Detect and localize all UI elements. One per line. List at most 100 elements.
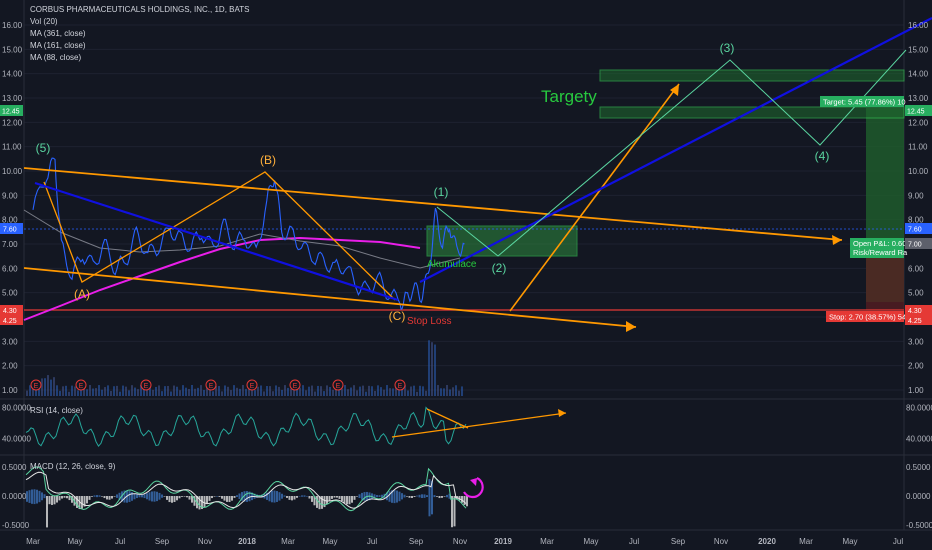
upper-channel-line[interactable] bbox=[23, 167, 843, 241]
price-tick-left: 12.00 bbox=[2, 118, 23, 127]
macd-hist-bar bbox=[133, 493, 136, 500]
volume-bar bbox=[383, 389, 385, 396]
rsi-pane-label[interactable]: RSI (14, close) bbox=[30, 406, 83, 415]
legend-ma-361[interactable]: MA (361, close) bbox=[30, 29, 86, 38]
macd-tick-left: 0.0000 bbox=[2, 492, 27, 501]
macd-hist-bar bbox=[78, 496, 81, 510]
target-info-text: Target: 5.45 (77.86%) 10 bbox=[823, 98, 906, 107]
macd-hist-bar bbox=[168, 496, 171, 503]
volume-bar bbox=[113, 386, 115, 396]
macd-hist-bar bbox=[101, 496, 103, 497]
macd-hist-bar bbox=[356, 496, 358, 497]
macd-hist-bar bbox=[148, 492, 151, 501]
macd-hist-bar bbox=[103, 496, 106, 499]
volume-bar bbox=[65, 385, 67, 396]
volume-bar bbox=[353, 385, 355, 396]
macd-hist-bar bbox=[283, 495, 286, 497]
volume-bar bbox=[83, 387, 85, 396]
macd-signal-line[interactable] bbox=[25, 471, 467, 509]
badge-left-stop2 bbox=[0, 315, 23, 325]
rsi-line[interactable] bbox=[25, 406, 467, 447]
price-tick-right: 6.00 bbox=[908, 264, 924, 273]
macd-hist-bar bbox=[68, 496, 71, 501]
legend-vol[interactable]: Vol (20) bbox=[30, 17, 58, 26]
macd-hist-bar bbox=[226, 496, 228, 502]
wave-label-c: (C) bbox=[389, 309, 406, 323]
volume-bar bbox=[230, 390, 232, 396]
macd-hist-bar bbox=[176, 496, 178, 501]
macd-hist-bar bbox=[26, 491, 28, 502]
macd-hist-bar bbox=[123, 490, 126, 503]
earnings-marker[interactable] bbox=[289, 379, 301, 391]
legend-ma-161[interactable]: MA (161, close) bbox=[30, 41, 86, 50]
ma-361-line[interactable] bbox=[23, 236, 421, 321]
legend-ma-88[interactable]: MA (88, close) bbox=[30, 53, 81, 62]
macd-hist-bar bbox=[298, 495, 301, 497]
earnings-marker[interactable] bbox=[205, 379, 217, 391]
rsi-trend-arrow-line[interactable] bbox=[391, 412, 567, 438]
stop-info-box[interactable] bbox=[826, 311, 904, 322]
pnl-info-box[interactable] bbox=[850, 238, 904, 258]
price-line[interactable] bbox=[32, 157, 465, 311]
macd-hist-bar bbox=[266, 492, 268, 500]
volume-bar bbox=[419, 385, 421, 396]
macd-pane-label[interactable]: MACD (12, 26, close, 9) bbox=[30, 462, 116, 471]
macd-hist-bar bbox=[181, 496, 183, 497]
wave3-arrow-line[interactable] bbox=[509, 83, 680, 312]
macd-curl-arrow[interactable] bbox=[463, 477, 484, 499]
rsi-divergence-line[interactable] bbox=[426, 408, 469, 429]
volume-bar bbox=[50, 379, 52, 396]
chart-title[interactable]: CORBUS PHARMACEUTICALS HOLDINGS, INC., 1… bbox=[30, 5, 249, 14]
earnings-marker[interactable] bbox=[332, 379, 344, 391]
ma-161-line[interactable] bbox=[23, 209, 461, 269]
earnings-marker[interactable] bbox=[75, 379, 87, 391]
time-axis[interactable]: Mar May Jul Sep Nov 2018 Mar May Jul Sep Nov 2019 Ma… bbox=[26, 537, 903, 546]
macd-hist-bar bbox=[416, 495, 418, 497]
target-info-box[interactable] bbox=[820, 96, 904, 107]
macd-hist-bar bbox=[311, 496, 313, 502]
volume-bar bbox=[251, 385, 253, 396]
volume-bar bbox=[302, 385, 304, 396]
macd-hist-bar bbox=[261, 494, 263, 498]
blue-trendline-lower[interactable] bbox=[34, 181, 399, 302]
earnings-marker[interactable] bbox=[30, 379, 42, 391]
earnings-marker[interactable] bbox=[246, 379, 258, 391]
time-tick: Mar bbox=[540, 537, 554, 546]
macd-hist-bar bbox=[171, 496, 173, 503]
volume-bar bbox=[248, 387, 250, 396]
macd-hist-bar bbox=[451, 496, 453, 528]
accumulation-box[interactable] bbox=[426, 225, 578, 257]
macd-hist-bar bbox=[301, 495, 303, 497]
macd-hist-bar bbox=[58, 496, 61, 501]
volume-bar bbox=[380, 387, 382, 396]
volume-bar bbox=[374, 390, 376, 396]
elliott-projection-line[interactable] bbox=[436, 49, 907, 257]
volume-bar bbox=[326, 385, 328, 396]
macd-hist-bar bbox=[426, 495, 428, 498]
volume-bar bbox=[149, 385, 151, 396]
blue-trendline-upper[interactable] bbox=[419, 17, 932, 283]
time-tick: 2018 bbox=[238, 537, 256, 546]
volume-bar bbox=[389, 388, 391, 396]
macd-hist-bar bbox=[233, 496, 236, 498]
earnings-marker[interactable] bbox=[140, 379, 152, 391]
volume-bar bbox=[401, 387, 403, 396]
volume-bar bbox=[446, 385, 448, 396]
stop-info-text: Stop: 2.70 (38.57%) 54 bbox=[829, 313, 906, 322]
volume-bar bbox=[425, 390, 427, 396]
macd-hist-bar bbox=[326, 496, 328, 505]
volume-bar bbox=[71, 385, 73, 396]
volume-bar bbox=[44, 378, 46, 396]
macd-hist-bar bbox=[431, 480, 433, 515]
target-band-upper[interactable] bbox=[599, 69, 905, 82]
target-band-lower[interactable] bbox=[599, 106, 905, 119]
earnings-marker[interactable] bbox=[394, 379, 406, 391]
badge-right-stop1-text: 4.30 bbox=[908, 308, 922, 315]
volume-bars bbox=[26, 340, 463, 396]
lower-channel-line[interactable] bbox=[23, 267, 637, 328]
akumulace-label: Akumulace bbox=[427, 259, 477, 270]
rsi-tick-right: 80.0000 bbox=[906, 404, 932, 413]
macd-hist-bar bbox=[223, 496, 226, 501]
